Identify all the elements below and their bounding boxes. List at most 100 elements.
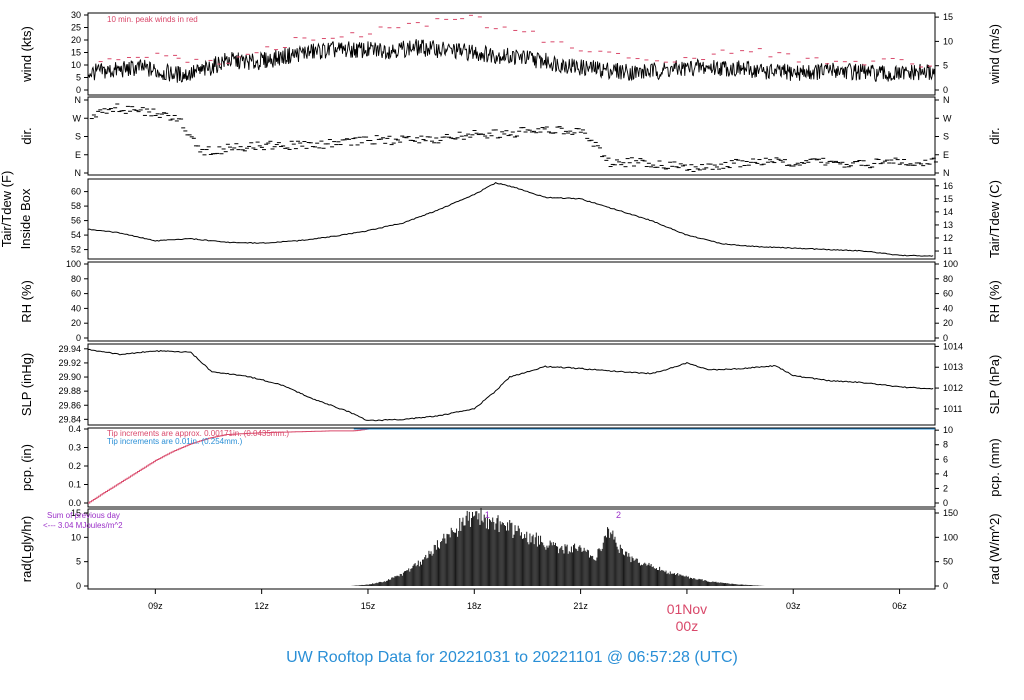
- ylabel-left-dir: dir.: [19, 127, 34, 144]
- tick-label-left-slp: 29.90: [58, 372, 81, 382]
- x-tick-label: 15z: [361, 601, 376, 611]
- tick-label-left-rh: 60: [71, 289, 81, 299]
- tick-label-left-wind: 30: [71, 10, 81, 20]
- tick-label-left-rad: 0: [76, 581, 81, 591]
- x-date-sublabel: 00z: [676, 618, 699, 634]
- x-tick-label: 09z: [148, 601, 163, 611]
- tick-label-left-rh: 20: [71, 318, 81, 328]
- tick-label-right-rh: 20: [943, 318, 953, 328]
- tick-label-left-dir: E: [75, 150, 81, 160]
- ylabel-left2-temp: Inside Box: [18, 188, 33, 249]
- rad-marker-1: 1: [485, 510, 490, 520]
- tick-label-right-rad: 50: [943, 557, 953, 567]
- tick-label-left-temp: 60: [71, 187, 81, 197]
- tick-label-left-dir: N: [75, 95, 82, 105]
- panel-frame-pcp: [87, 427, 936, 508]
- x-tick-label: 03z: [786, 601, 801, 611]
- x-tick-label: 21z: [573, 601, 588, 611]
- tick-label-left-pcp: 0.3: [68, 443, 81, 453]
- ylabel-right-wind: wind (m/s): [987, 24, 1002, 85]
- tick-label-left-wind: 25: [71, 23, 81, 33]
- tick-label-left-rad: 15: [71, 508, 81, 518]
- tick-label-right-rh: 40: [943, 303, 953, 313]
- tick-label-right-pcp: 2: [943, 483, 948, 493]
- tick-label-left-wind: 10: [71, 60, 81, 70]
- ylabel-left-pcp: pcp. (in): [19, 444, 34, 491]
- tick-label-right-dir: N: [943, 168, 950, 178]
- ylabel-right-rad: rad (W/m^2): [987, 513, 1002, 584]
- pcp-annotation-blue: Tip increments are 0.01in. (0.254mm.): [107, 437, 243, 446]
- tick-label-left-temp: 56: [71, 216, 81, 226]
- tick-label-right-rad: 150: [943, 508, 958, 518]
- x-tick-label: 06z: [892, 601, 907, 611]
- tick-label-left-slp: 29.88: [58, 386, 81, 396]
- ylabel-right-temp: Tair/Tdew (C): [987, 180, 1002, 258]
- panel-frame-rad: [87, 508, 936, 590]
- tick-label-left-temp: 52: [71, 245, 81, 255]
- tick-label-right-rad: 0: [943, 581, 948, 591]
- panel-frame-temp: [87, 178, 936, 260]
- ylabel-right-pcp: pcp. (mm): [987, 438, 1002, 497]
- tick-label-left-wind: 15: [71, 48, 81, 58]
- ylabel-right-rh: RH (%): [987, 280, 1002, 323]
- tick-label-right-temp: 13: [943, 220, 953, 230]
- tick-label-left-pcp: 0.2: [68, 461, 81, 471]
- ylabel-left-temp: Tair/Tdew (F): [0, 171, 14, 248]
- tick-label-right-slp: 1011: [943, 404, 962, 414]
- x-tick-label: 18z: [467, 601, 482, 611]
- tick-label-right-rh: 0: [943, 333, 948, 343]
- tick-label-right-wind: 5: [943, 61, 948, 71]
- tick-label-left-rh: 80: [71, 274, 81, 284]
- ylabel-left-rad: rad(Lgly/hr): [19, 516, 34, 582]
- tick-label-right-slp: 1013: [943, 362, 963, 372]
- tick-label-left-slp: 29.84: [58, 414, 81, 424]
- tick-label-left-rh: 100: [66, 259, 81, 269]
- tick-label-left-rad: 5: [76, 557, 81, 567]
- tick-label-right-dir: N: [943, 95, 950, 105]
- panel-frame-slp: [87, 343, 936, 426]
- page-title: UW Rooftop Data for 20221031 to 20221101…: [286, 649, 738, 666]
- tick-label-left-pcp: 0.0: [68, 498, 81, 508]
- panel-frame-dir: [87, 96, 936, 176]
- ylabel-right-dir: dir.: [987, 127, 1002, 144]
- slp-line: [87, 348, 934, 422]
- rad-annotation-1: Sum of previous day: [47, 511, 120, 520]
- tick-label-left-slp: 29.94: [58, 344, 81, 354]
- tick-label-right-pcp: 6: [943, 454, 948, 464]
- tick-label-right-wind: 0: [943, 85, 948, 95]
- tick-label-left-slp: 29.86: [58, 400, 81, 410]
- tick-label-right-temp: 16: [943, 181, 953, 191]
- tick-label-right-pcp: 4: [943, 469, 948, 479]
- wind-annotation: 10 min. peak winds in red: [107, 15, 198, 24]
- tick-label-right-dir: S: [943, 132, 949, 142]
- tick-label-right-temp: 14: [943, 207, 953, 217]
- ylabel-left-wind: wind (kts): [19, 26, 34, 83]
- tick-label-right-temp: 11: [943, 246, 952, 256]
- tick-label-left-slp: 29.92: [58, 358, 81, 368]
- tick-label-left-temp: 58: [71, 201, 81, 211]
- tick-label-right-rh: 60: [943, 289, 953, 299]
- rad-marker-2: 2: [616, 510, 621, 520]
- tick-label-right-rh: 100: [943, 259, 958, 269]
- tick-label-right-rad: 100: [943, 532, 958, 542]
- tick-label-right-slp: 1012: [943, 383, 963, 393]
- tick-label-left-pcp: 0.4: [68, 424, 81, 434]
- tick-label-left-dir: W: [73, 113, 82, 123]
- tick-label-left-rad: 10: [71, 532, 81, 542]
- tick-label-right-slp: 1014: [943, 341, 963, 351]
- tick-label-left-pcp: 0.1: [68, 480, 81, 490]
- tick-label-left-wind: 0: [76, 85, 81, 95]
- tick-label-left-wind: 5: [76, 73, 81, 83]
- wind-speed-line: [87, 39, 936, 83]
- ylabel-right-slp: SLP (hPa): [987, 355, 1002, 415]
- ylabel-left-rh: RH (%): [19, 280, 34, 323]
- tick-label-left-rh: 40: [71, 303, 81, 313]
- panel-frame-wind: [87, 12, 936, 96]
- tick-label-right-pcp: 0: [943, 498, 948, 508]
- tick-label-right-rh: 80: [943, 274, 953, 284]
- tick-label-right-temp: 12: [943, 233, 953, 243]
- tick-label-left-dir: S: [75, 132, 81, 142]
- tick-label-right-temp: 15: [943, 194, 953, 204]
- tick-label-left-temp: 54: [71, 230, 81, 240]
